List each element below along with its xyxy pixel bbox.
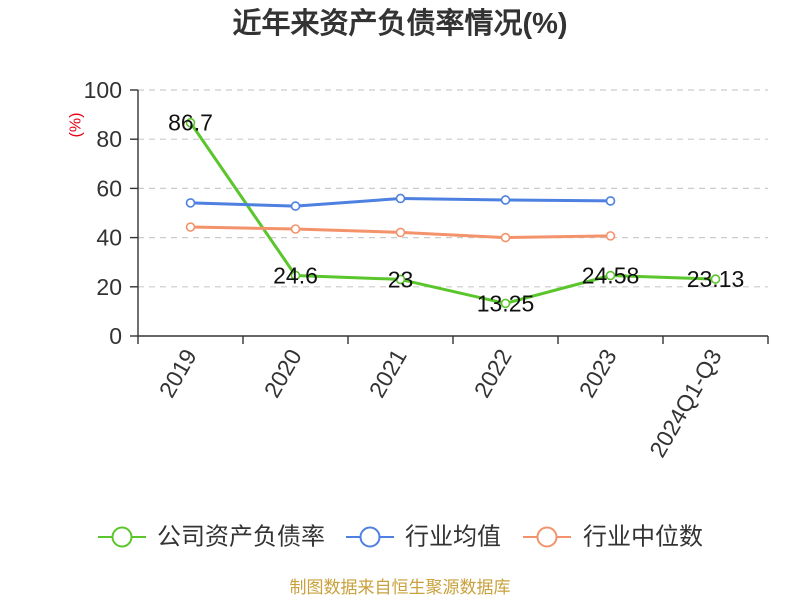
y-tick-label: 20 xyxy=(96,274,122,300)
data-point xyxy=(710,274,721,284)
chart-title: 近年来资产负债率情况(%) xyxy=(232,6,567,40)
legend-label: 公司资产负债率 xyxy=(157,524,325,551)
axes xyxy=(137,90,768,337)
x-tick-label: 2021 xyxy=(364,345,412,402)
source-note: 制图数据来自恒生聚源数据库 xyxy=(290,578,511,597)
y-axis-ticks: 0 20 40 60 80 100 xyxy=(84,77,138,349)
data-point xyxy=(500,298,511,309)
series-lines xyxy=(185,117,721,309)
legend-marker-icon xyxy=(111,526,133,548)
legend-marker-icon xyxy=(359,526,381,548)
data-point xyxy=(500,232,511,243)
data-label: 13.25 xyxy=(477,290,535,316)
data-point xyxy=(500,195,511,205)
data-point xyxy=(290,270,301,281)
x-tick-label: 2019 xyxy=(154,345,202,402)
data-point xyxy=(395,274,406,285)
data-point xyxy=(395,227,406,238)
data-point xyxy=(185,222,196,232)
data-point xyxy=(185,198,196,208)
x-tick-label: 2022 xyxy=(469,345,517,402)
legend-marker-icon xyxy=(536,526,558,548)
y-tick-label: 100 xyxy=(84,77,122,103)
data-point xyxy=(185,117,196,128)
data-labels: 86.7 24.6 23 13.25 24.58 23.13 xyxy=(168,110,744,317)
y-tick-label: 60 xyxy=(96,175,122,201)
y-axis-label: (%) xyxy=(68,113,85,138)
y-tick-label: 40 xyxy=(96,225,122,251)
legend-item: 行业均值 xyxy=(346,524,501,551)
gridlines xyxy=(138,89,768,288)
x-tick-label: 2020 xyxy=(259,345,307,402)
data-point xyxy=(290,201,301,211)
data-point xyxy=(605,196,616,206)
data-point xyxy=(395,193,406,204)
data-label: 24.6 xyxy=(273,262,318,288)
x-axis-ticks: 2019 2020 2021 2022 2023 2024Q1-Q3 xyxy=(137,336,769,462)
data-label: 24.58 xyxy=(582,263,640,289)
y-tick-label: 0 xyxy=(109,323,122,349)
data-point xyxy=(290,224,301,234)
data-label: 23.13 xyxy=(687,266,745,292)
legend-item: 公司资产负债率 xyxy=(98,524,325,551)
data-label: 86.7 xyxy=(168,110,213,136)
data-label: 23 xyxy=(388,266,414,292)
legend: 公司资产负债率 行业均值 行业中位数 xyxy=(98,524,703,551)
y-tick-label: 80 xyxy=(96,126,122,152)
legend-label: 行业中位数 xyxy=(583,524,703,551)
x-tick-label: 2024Q1-Q3 xyxy=(644,345,727,462)
data-point xyxy=(605,270,616,281)
data-point xyxy=(605,231,616,241)
legend-label: 行业均值 xyxy=(405,524,501,551)
x-tick-label: 2023 xyxy=(574,345,622,402)
legend-item: 行业中位数 xyxy=(523,524,703,551)
series-line xyxy=(189,121,717,305)
